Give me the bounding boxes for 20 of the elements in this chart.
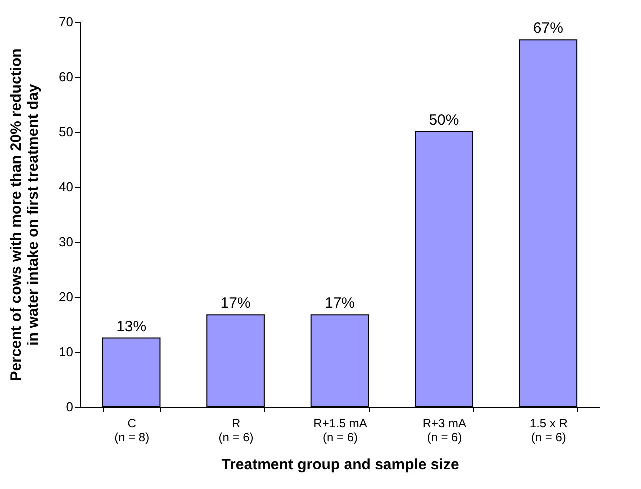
x-tick-label: C (n = 8) (114, 416, 150, 444)
data-label: 13% (116, 318, 147, 336)
y-tick-label: 0 (66, 400, 74, 414)
x-tick-label: R+3 mA (n = 6) (422, 416, 467, 444)
y-tick-label: 40 (59, 180, 74, 194)
y-tick-label: 70 (59, 14, 74, 30)
x-tick-label: R+1.5 mA (n = 6) (314, 416, 368, 444)
data-label: 50% (429, 112, 460, 129)
y-tick-label: 20 (59, 290, 74, 304)
y-axis-title: Percent of cows with more than 20% reduction in water intake on first treatment day (8, 48, 42, 382)
x-tick-label: 1.5 x R (n = 6) (530, 416, 568, 444)
x-axis-title: Treatment group and sample size (222, 456, 460, 474)
x-tick-label: R (n = 6) (218, 416, 254, 444)
y-tick-label: 50 (59, 124, 74, 140)
y-tick-label: 10 (59, 344, 74, 360)
data-label: 67% (533, 20, 564, 38)
y-tick-label: 30 (59, 234, 74, 250)
data-label: 17% (324, 295, 356, 312)
y-tick-label: 60 (59, 70, 74, 84)
data-label: 17% (220, 295, 251, 312)
